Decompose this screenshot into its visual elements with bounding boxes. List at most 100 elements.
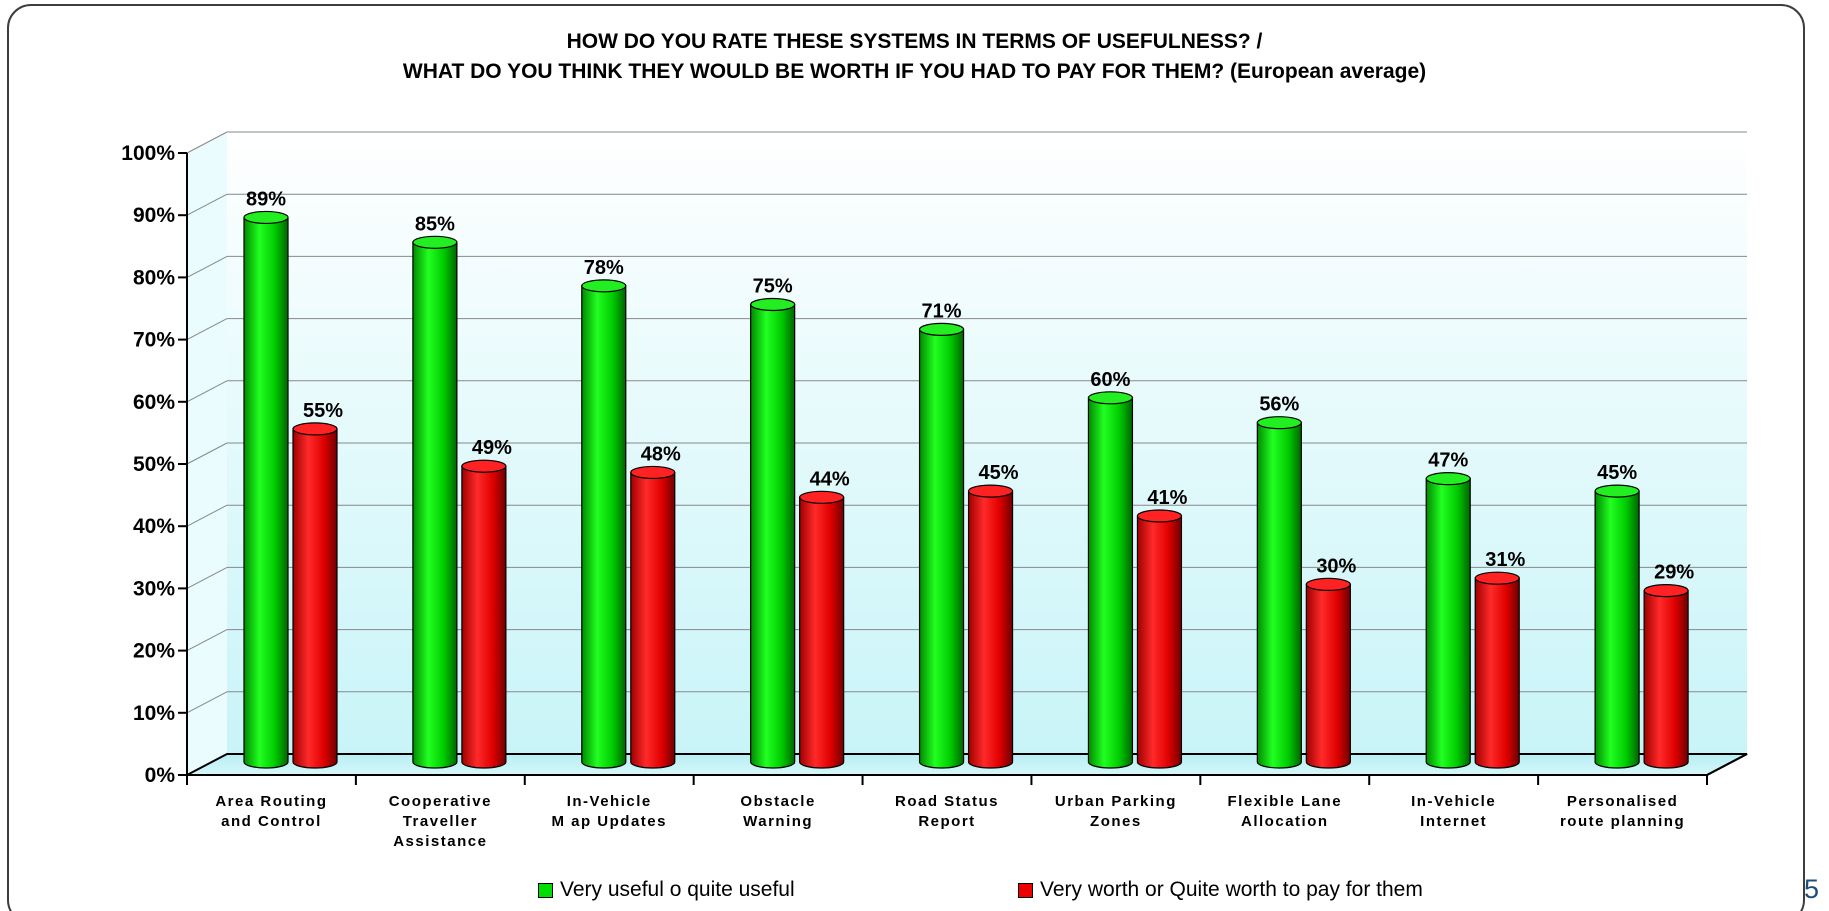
gridline-diagonal (186, 629, 228, 652)
category-label: Flexible Lane (1228, 793, 1343, 810)
data-label-worth: 31% (1485, 549, 1525, 571)
gridline-diagonal (186, 131, 228, 154)
bar-useful-cap (1087, 391, 1134, 405)
bar-worth-cap (1643, 584, 1689, 598)
bar-worth-cap (630, 465, 676, 480)
data-label-useful: 85% (415, 213, 455, 235)
gridline-diagonal (186, 566, 228, 589)
data-label-worth: 30% (1316, 555, 1356, 577)
data-label-useful: 89% (246, 188, 286, 210)
category-label: Road Status (895, 793, 999, 810)
gridline-diagonal (186, 318, 228, 341)
bar-useful (750, 303, 796, 769)
bar-worth-cap (292, 422, 338, 436)
legend-item-useful: Very useful o quite useful (538, 878, 795, 902)
legend-item-worth: Very worth or Quite worth to pay for the… (1018, 878, 1423, 902)
category-label: Obstacle (740, 793, 815, 810)
gridline-diagonal (186, 380, 228, 403)
chart-title: HOW DO YOU RATE THESE SYSTEMS IN TERMS O… (0, 27, 1829, 87)
y-tick-label: 70% (133, 329, 175, 352)
category-label: and Control (221, 813, 322, 830)
bar-useful (1087, 397, 1134, 769)
bar-worth (799, 496, 845, 769)
category-label: Allocation (1241, 813, 1329, 830)
gridline-diagonal (186, 442, 228, 465)
category-label: Personalised (1567, 793, 1678, 810)
category-label: route planning (1560, 813, 1685, 830)
bar-useful-cap (750, 297, 796, 312)
y-tick-label: 80% (133, 266, 175, 289)
category-label: M ap Updates (551, 813, 667, 830)
chart-title-line-2: WHAT DO YOU THINK THEY WOULD BE WORTH IF… (402, 60, 1427, 83)
y-tick-label: 30% (133, 577, 175, 600)
data-label-useful: 45% (1597, 462, 1637, 484)
category-label: Report (918, 813, 975, 830)
bar-useful-cap (918, 322, 965, 336)
bar-worth-cap (1136, 509, 1183, 523)
bar-worth-cap (1305, 577, 1351, 592)
data-label-worth: 55% (303, 400, 343, 422)
category-label: Cooperative (389, 793, 492, 810)
data-label-worth: 48% (641, 443, 681, 465)
y-tick-label: 40% (133, 515, 175, 538)
bar-useful (1425, 478, 1471, 769)
gridline-diagonal (186, 691, 228, 714)
x-axis-end (1706, 753, 1748, 776)
data-label-useful: 78% (584, 257, 624, 279)
data-label-useful: 71% (922, 300, 962, 322)
bar-useful (243, 216, 289, 769)
data-label-worth: 41% (1147, 487, 1187, 509)
bar-useful-cap (581, 279, 627, 293)
bar-worth (461, 465, 507, 769)
data-label-worth: 44% (810, 468, 850, 490)
chart-title-line-1: HOW DO YOU RATE THESE SYSTEMS IN TERMS O… (566, 30, 1263, 53)
category-label: In-Vehicle (1411, 793, 1496, 810)
bar-worth (967, 490, 1014, 769)
data-label-useful: 60% (1090, 369, 1130, 391)
category-label: Area Routing (215, 793, 327, 810)
bar-useful (1256, 422, 1302, 769)
category-label: Traveller (403, 813, 478, 830)
data-label-worth: 49% (472, 437, 512, 459)
y-tick-label: 50% (133, 453, 175, 476)
bar-worth-cap (967, 484, 1014, 498)
page-number: 5 (1804, 874, 1820, 904)
bar-worth (1136, 515, 1183, 769)
bar-useful (918, 328, 965, 769)
data-label-useful: 56% (1259, 394, 1299, 416)
bar-useful (412, 241, 458, 769)
category-label: Zones (1090, 813, 1142, 830)
legend-swatch-red-icon (1018, 882, 1033, 898)
y-tick-label: 60% (133, 391, 175, 414)
data-label-worth: 29% (1654, 562, 1694, 584)
data-label-useful: 47% (1428, 450, 1468, 472)
bar-worth-cap (799, 490, 845, 504)
legend-swatch-green-icon (538, 882, 553, 898)
y-tick-label: 0% (145, 764, 176, 787)
bar-useful-cap (1256, 416, 1302, 430)
bar-worth-cap (1474, 571, 1520, 585)
bar-worth (292, 428, 338, 769)
bar-worth-cap (461, 459, 507, 473)
bar-useful (581, 285, 627, 769)
y-tick-label: 100% (121, 142, 175, 165)
bar-useful (1594, 490, 1640, 769)
category-label: In-Vehicle (567, 793, 652, 810)
bar-useful-cap (243, 210, 289, 225)
bar-worth (1474, 577, 1520, 769)
legend-label-useful: Very useful o quite useful (560, 878, 795, 901)
bar-useful-cap (1594, 484, 1640, 498)
legend: Very useful o quite useful Very worth or… (0, 878, 1829, 908)
bar-useful-cap (412, 235, 458, 249)
gridline-diagonal (186, 504, 228, 527)
bar-worth (1305, 583, 1351, 769)
bar-useful-cap (1425, 472, 1471, 486)
data-label-useful: 75% (753, 276, 793, 298)
data-label-worth: 45% (979, 462, 1019, 484)
category-label: Internet (1420, 813, 1487, 830)
bar-worth (1643, 590, 1689, 769)
category-label: Urban Parking (1055, 793, 1177, 810)
bar-worth (630, 471, 676, 769)
